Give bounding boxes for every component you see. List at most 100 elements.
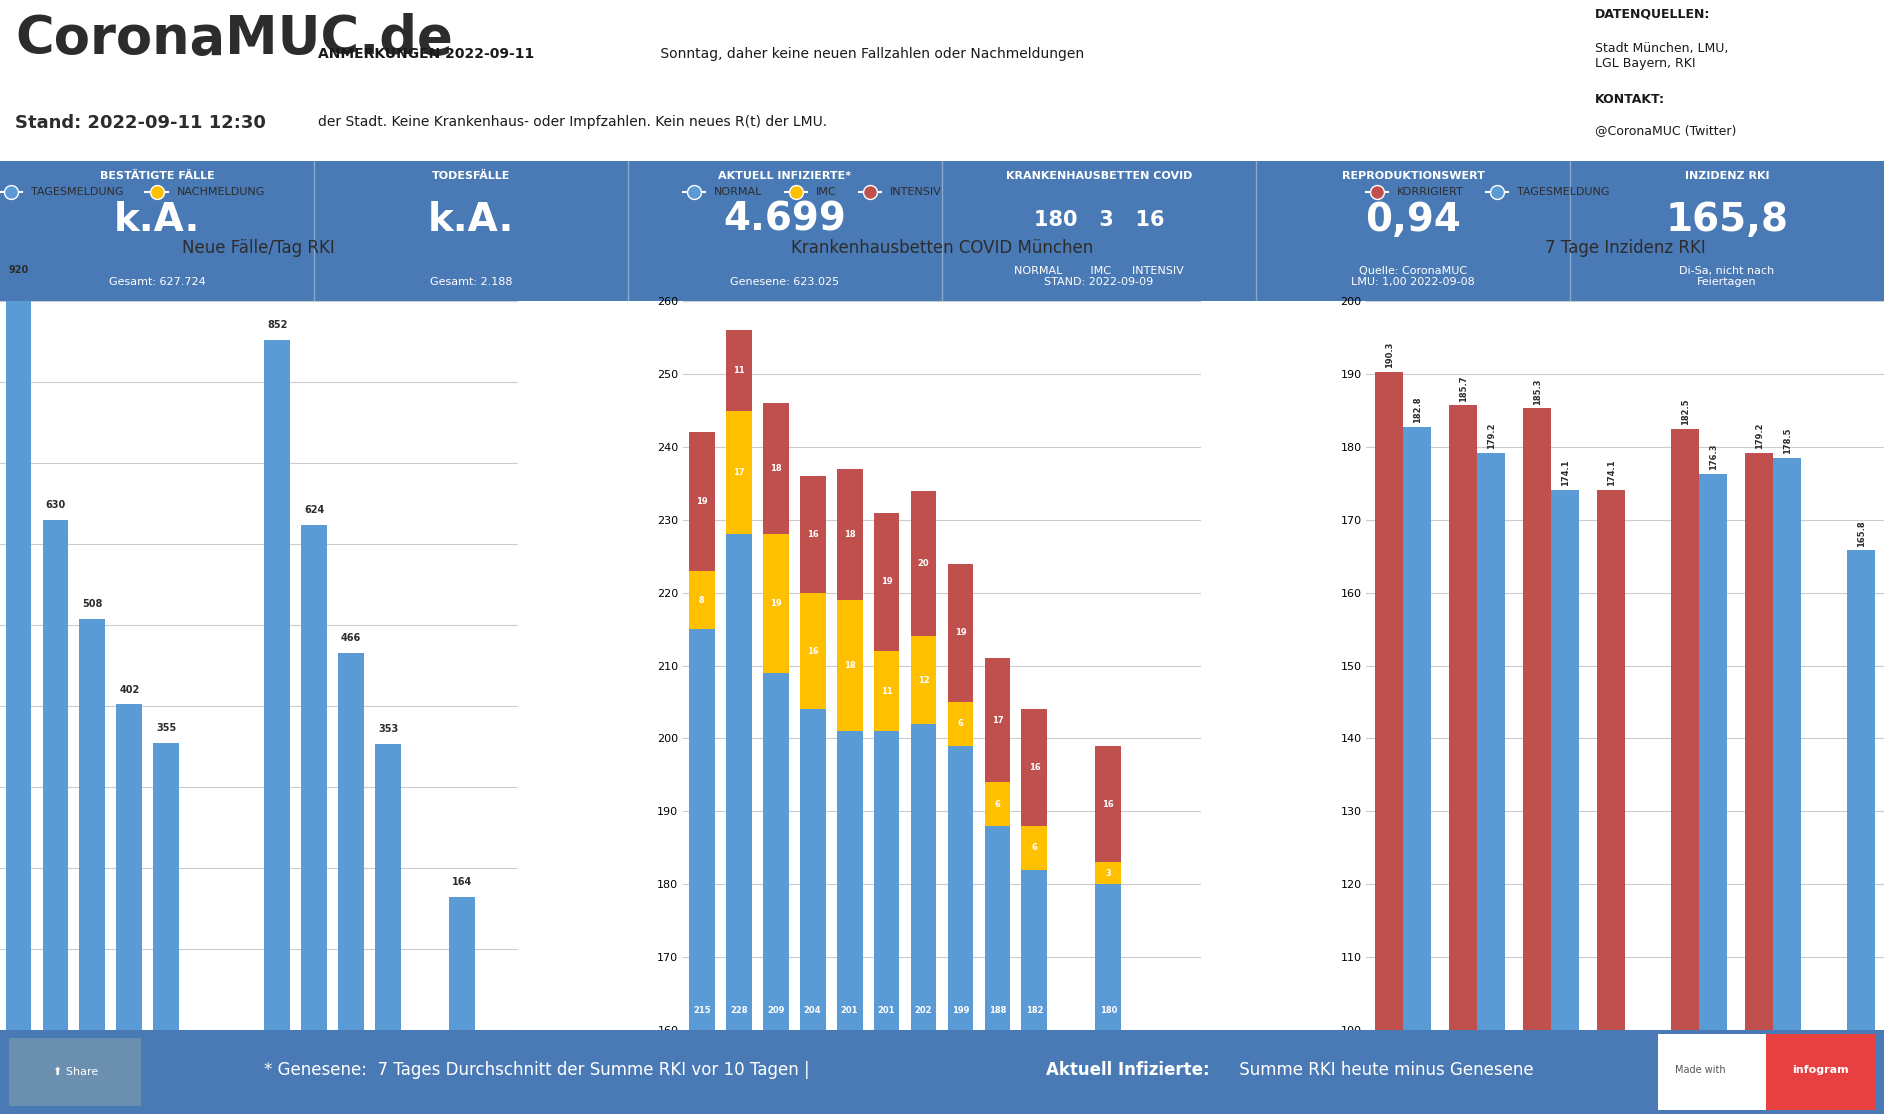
Text: KRANKENHAUSBETTEN COVID: KRANKENHAUSBETTEN COVID	[1006, 170, 1193, 180]
Text: 6: 6	[995, 800, 1000, 809]
Text: 16: 16	[1029, 763, 1040, 772]
Text: Aktuell Infizierte:: Aktuell Infizierte:	[1046, 1062, 1210, 1079]
Bar	[725, 331, 752, 411]
Bar	[874, 731, 899, 1030]
Title: Krankenhausbetten COVID München: Krankenhausbetten COVID München	[791, 238, 1093, 256]
Text: 466: 466	[341, 633, 362, 643]
Bar	[1021, 710, 1048, 825]
Text: 19: 19	[695, 497, 708, 506]
Bar	[79, 618, 106, 1030]
Bar	[1404, 427, 1432, 1030]
Bar	[1522, 409, 1551, 1030]
Bar	[690, 629, 714, 1030]
Text: 402: 402	[119, 685, 139, 695]
Text: 630: 630	[45, 500, 66, 510]
Bar	[910, 724, 936, 1030]
Bar	[153, 743, 179, 1030]
Text: 0,94: 0,94	[1366, 201, 1460, 240]
Text: Gesamt: 627.724: Gesamt: 627.724	[109, 277, 205, 287]
Bar	[1477, 452, 1505, 1030]
Bar	[117, 704, 143, 1030]
Bar	[1846, 550, 1875, 1030]
Bar	[1671, 429, 1699, 1030]
Bar	[1773, 458, 1801, 1030]
Text: INZIDENZ RKI: INZIDENZ RKI	[1684, 170, 1769, 180]
Text: 12: 12	[918, 676, 929, 685]
Bar	[690, 432, 714, 570]
Text: Summe RKI heute minus Genesene: Summe RKI heute minus Genesene	[1234, 1062, 1534, 1079]
Text: CoronaMUC.de: CoronaMUC.de	[15, 13, 452, 65]
Text: Stand: 2022-09-11 12:30: Stand: 2022-09-11 12:30	[15, 114, 266, 133]
Text: 209: 209	[767, 1006, 784, 1015]
Title: 7 Tage Inzidenz RKI: 7 Tage Inzidenz RKI	[1545, 238, 1705, 256]
Text: * Genesene:  7 Tages Durchschnitt der Summe RKI vor 10 Tagen |: * Genesene: 7 Tages Durchschnitt der Sum…	[264, 1062, 814, 1079]
Text: 353: 353	[379, 724, 398, 734]
Bar	[1095, 745, 1121, 862]
Bar	[799, 476, 825, 593]
Text: 19: 19	[771, 599, 782, 608]
Text: 624: 624	[303, 505, 324, 515]
Text: 179.2: 179.2	[1486, 422, 1496, 449]
Text: 164: 164	[452, 878, 473, 888]
Text: 180   3   16: 180 3 16	[1034, 211, 1164, 229]
Text: 176.3: 176.3	[1709, 443, 1718, 470]
Bar	[1449, 405, 1477, 1030]
Title: Neue Fälle/Tag RKI: Neue Fälle/Tag RKI	[183, 238, 335, 256]
Text: 8: 8	[699, 596, 705, 605]
Text: 202: 202	[916, 1006, 933, 1015]
Bar	[1095, 862, 1121, 885]
Bar	[948, 564, 974, 702]
Text: 188: 188	[989, 1006, 1006, 1015]
Bar	[985, 658, 1010, 782]
Text: 174.1: 174.1	[1607, 460, 1616, 487]
Text: 185.7: 185.7	[1458, 375, 1468, 402]
Text: 228: 228	[729, 1006, 748, 1015]
Bar	[725, 535, 752, 1030]
Bar	[1021, 870, 1048, 1030]
Text: BESTÄTIGTE FÄLLE: BESTÄTIGTE FÄLLE	[100, 170, 215, 182]
Text: 185.3: 185.3	[1534, 379, 1541, 404]
Bar	[910, 636, 936, 724]
Text: 18: 18	[844, 530, 855, 539]
Bar	[6, 285, 32, 1030]
Text: 11: 11	[880, 686, 893, 695]
Legend: TAGESMELDUNG, NACHMELDUNG: TAGESMELDUNG, NACHMELDUNG	[0, 183, 269, 202]
Bar	[690, 570, 714, 629]
Legend: KORRIGIERT, TAGESMELDUNG: KORRIGIERT, TAGESMELDUNG	[1362, 183, 1615, 202]
Text: 199: 199	[951, 1006, 968, 1015]
Text: 190.3: 190.3	[1385, 342, 1394, 369]
Bar	[43, 520, 68, 1030]
Bar	[763, 673, 789, 1030]
Text: 215: 215	[693, 1006, 710, 1015]
Text: 17: 17	[991, 716, 1004, 725]
Text: REPRODUKTIONSWERT: REPRODUKTIONSWERT	[1341, 170, 1485, 180]
Bar	[763, 535, 789, 673]
Bar	[725, 411, 752, 535]
Text: 16: 16	[1102, 800, 1113, 809]
Bar	[763, 403, 789, 535]
Bar	[1551, 490, 1579, 1030]
Bar	[264, 340, 290, 1030]
Bar	[836, 469, 863, 600]
Bar	[799, 593, 825, 710]
Text: 19: 19	[880, 577, 893, 586]
Text: 4.699: 4.699	[723, 201, 846, 240]
Bar	[948, 745, 974, 1030]
Text: 17: 17	[733, 468, 744, 477]
Text: AKTUELL INFIZIERTE*: AKTUELL INFIZIERTE*	[718, 170, 852, 180]
Text: 508: 508	[83, 599, 102, 609]
Text: 182.8: 182.8	[1413, 397, 1422, 423]
Text: 165.8: 165.8	[1856, 520, 1865, 547]
Text: 201: 201	[840, 1006, 859, 1015]
Text: 16: 16	[806, 646, 818, 655]
Legend: NORMAL, IMC, INTENSIV: NORMAL, IMC, INTENSIV	[678, 183, 946, 202]
Bar	[1021, 825, 1048, 870]
Bar	[1375, 372, 1404, 1030]
Bar	[1598, 490, 1626, 1030]
Text: 920: 920	[8, 265, 28, 275]
Text: 201: 201	[878, 1006, 895, 1015]
Text: 180: 180	[1100, 1006, 1117, 1015]
Bar	[375, 744, 401, 1030]
Text: Di-Sa, nicht nach
Feiertagen: Di-Sa, nicht nach Feiertagen	[1679, 265, 1775, 287]
Bar	[301, 525, 328, 1030]
